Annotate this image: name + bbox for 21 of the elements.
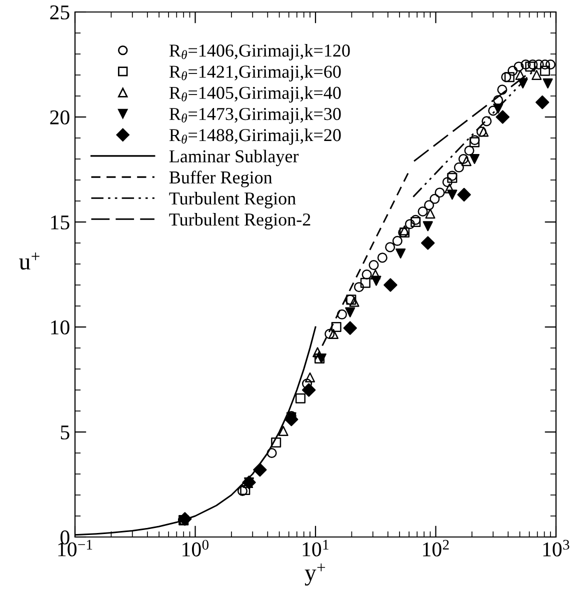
legend-label: R$_{θ}$=1406,Girimaji,k=120 <box>169 44 350 60</box>
x-tick-label: 10$^{3}$ <box>543 540 570 556</box>
y-axis-title: u$^{+}$ <box>19 252 40 270</box>
x-axis-title: y$^{+}$ <box>304 564 326 586</box>
y-tick-label: 10 <box>51 320 70 334</box>
legend-label: R$_{θ}$=1405,Girimaji,k=40 <box>169 86 341 103</box>
legend-label: Turbulent Region-2 <box>169 212 310 230</box>
y-tick-label: 20 <box>50 110 70 124</box>
x-tick-label: 10$^{0}$ <box>182 540 209 556</box>
legend-label: R$_{θ}$=1488,Girimaji,k=20 <box>169 128 341 145</box>
legend-label: Turbulent Region <box>169 192 296 208</box>
y-tick-label: 0 <box>60 530 70 544</box>
y-tick-label: 5 <box>60 426 70 440</box>
legend-label: Buffer Region <box>169 170 272 188</box>
x-tick-label: 10$^{1}$ <box>302 540 328 556</box>
y-tick-label: 15 <box>51 215 70 230</box>
legend-label: R$_{θ}$=1473,Girimaji,k=30 <box>169 107 341 124</box>
legend-label: R$_{θ}$=1421,Girimaji,k=60 <box>169 65 341 82</box>
x-tick-label: 10$^{2}$ <box>423 540 449 556</box>
y-tick-label: 25 <box>50 5 70 20</box>
legend-label: Laminar Sublayer <box>169 150 299 166</box>
